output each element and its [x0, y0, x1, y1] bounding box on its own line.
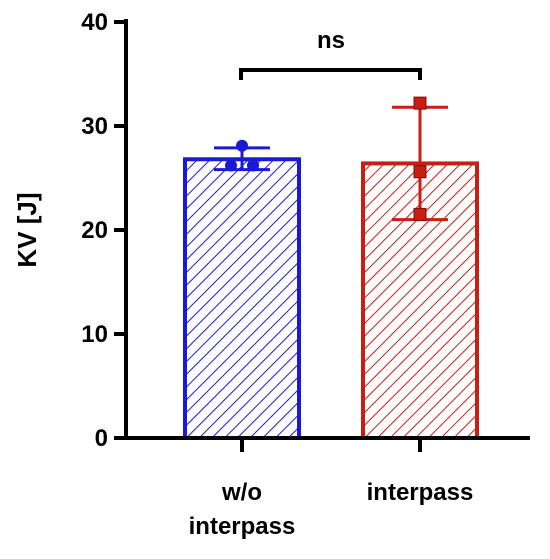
x-category-label: w/o [221, 479, 262, 506]
y-tick-label: 20 [81, 217, 108, 244]
y-tick-label: 10 [81, 321, 108, 348]
y-tick-label: 40 [81, 9, 108, 36]
x-category-label: interpass [367, 479, 474, 506]
x-category-label: interpass [189, 513, 296, 540]
y-axis-label: KV [J] [12, 192, 42, 267]
y-tick-label: 0 [95, 425, 108, 452]
data-point [413, 96, 427, 110]
data-point [236, 139, 248, 152]
data-point [225, 159, 237, 172]
data-point [413, 207, 427, 221]
y-tick-label: 30 [81, 113, 108, 140]
significance-label: ns [317, 27, 345, 54]
significance-bracket [239, 68, 422, 80]
bar-wo-interpass [183, 157, 301, 440]
data-point [413, 165, 427, 179]
data-point [247, 159, 259, 172]
